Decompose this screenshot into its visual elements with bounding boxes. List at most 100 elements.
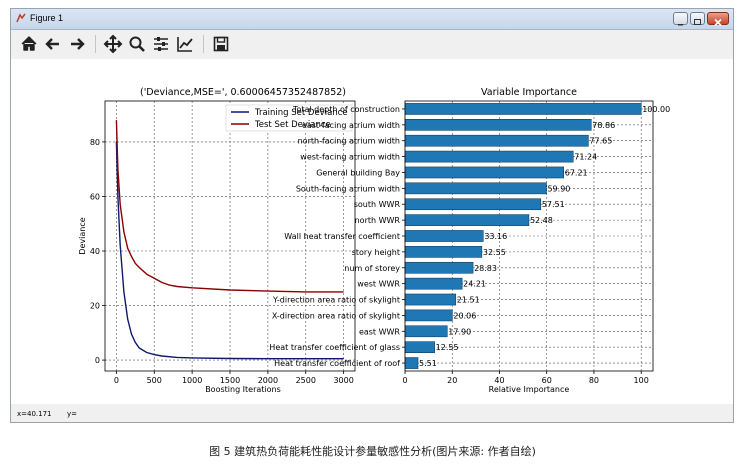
- importance-bar: [404, 341, 435, 353]
- importance-category-label: Y-direction area ratio of skylight: [272, 296, 400, 305]
- importance-category-label: X-direction area ratio of skylight: [272, 311, 400, 320]
- importance-x-tick-label: 100: [634, 376, 649, 385]
- home-button[interactable]: [19, 34, 39, 54]
- legend-test-label: Test Set Deviance: [254, 120, 331, 130]
- deviance-lines: [115, 120, 344, 360]
- importance-x-tick-label: 40: [494, 376, 504, 385]
- importance-bar: [404, 277, 463, 290]
- pan-icon: [103, 34, 123, 54]
- figure-window: Figure 1: [10, 8, 734, 423]
- close-button[interactable]: [707, 12, 729, 27]
- deviance-plot: ('Deviance,MSE=', 0.60006457352487852) 0…: [78, 87, 356, 394]
- importance-bar: [404, 309, 453, 322]
- importance-category-label: west WWR: [357, 280, 400, 289]
- importance-bar: [404, 103, 642, 115]
- importance-category-label: Total depth of construction: [292, 105, 400, 114]
- importance-value-label: 17.90: [448, 327, 471, 336]
- deviance-legend: Training Set Deviance Test Set Deviance: [225, 104, 353, 132]
- configure-subplots-icon: [154, 37, 168, 51]
- window-title: Figure 1: [30, 13, 64, 23]
- importance-value-label: 71.24: [574, 153, 597, 162]
- importance-bar: [404, 214, 530, 226]
- deviance-ticks: 0 500 1000 1500 2000 2500 3000 0 20 40 60 80: [90, 138, 354, 385]
- importance-bar: [404, 150, 574, 163]
- importance-bar: [404, 119, 592, 131]
- deviance-y-tick-label: 80: [90, 138, 100, 147]
- importance-value-label: 12.55: [436, 343, 459, 352]
- home-icon: [21, 36, 37, 51]
- save-button[interactable]: [211, 34, 231, 54]
- edit-axis-icon: [177, 37, 193, 52]
- importance-xlabel: Relative Importance: [489, 385, 570, 394]
- importance-category-label: east WWR: [359, 327, 400, 336]
- test-deviance-line: [115, 120, 344, 293]
- deviance-y-tick-label: 0: [95, 356, 100, 365]
- figure-app-icon: [16, 13, 26, 23]
- importance-value-label: 21.51: [457, 296, 480, 305]
- deviance-x-tick-label: 1000: [182, 376, 202, 385]
- importance-bar: [404, 357, 419, 369]
- legend-box: [225, 104, 353, 132]
- deviance-xlabel: Boosting Iterations: [205, 385, 281, 394]
- configure-subplots-button[interactable]: [151, 34, 171, 54]
- importance-x-tick-label: 60: [542, 376, 552, 385]
- importance-value-label: 52.48: [530, 216, 553, 225]
- importance-category-label: Heat transfer coefficient of roof: [274, 359, 400, 368]
- deviance-y-tick-label: 40: [90, 247, 100, 256]
- deviance-y-tick-label: 20: [90, 302, 100, 311]
- deviance-x-tick-label: 0: [114, 376, 119, 385]
- forward-icon: [71, 38, 85, 50]
- forward-button[interactable]: [67, 34, 87, 54]
- importance-bar: [404, 166, 564, 179]
- importance-bar: [404, 293, 457, 306]
- figure-svg: ('Deviance,MSE=', 0.60006457352487852) 0…: [78, 87, 670, 394]
- importance-bar: [404, 246, 483, 258]
- maximize-button[interactable]: [690, 12, 705, 25]
- maximize-icon: [694, 19, 701, 25]
- importance-category-label: General building Bay: [316, 168, 400, 177]
- pan-button[interactable]: [103, 34, 123, 54]
- zoom-button[interactable]: [127, 34, 147, 54]
- edit-axis-button[interactable]: [175, 34, 195, 54]
- importance-category-label: story height: [352, 248, 400, 257]
- importance-bars: 100.00 78.86 77.65 71.24 67.21 59.90 57.51 52.4…: [404, 103, 670, 369]
- title-bar: Figure 1: [11, 9, 733, 30]
- importance-bar: [404, 261, 474, 274]
- save-icon: [213, 36, 229, 52]
- minimize-button[interactable]: [673, 12, 688, 26]
- figure-caption: 图 5 建筑热负荷能耗性能设计参量敏感性分析(图片来源: 作者自绘): [209, 445, 536, 458]
- deviance-y-tick-label: 60: [90, 192, 100, 201]
- importance-value-label: 20.06: [453, 311, 476, 320]
- importance-category-label: north WWR: [355, 216, 401, 225]
- importance-bar: [404, 198, 542, 211]
- importance-value-label: 78.86: [592, 121, 615, 130]
- cursor-y-readout: y=: [67, 410, 78, 418]
- importance-value-label: 100.00: [642, 105, 670, 114]
- importance-category-label: South-facing atrium width: [296, 184, 400, 193]
- importance-bar: [404, 182, 547, 195]
- importance-bar: [404, 134, 589, 147]
- importance-bar: [404, 230, 484, 242]
- importance-bar: [404, 325, 448, 338]
- importance-ticks: 0 20 40 60 80 100 Total depth of construction e…: [269, 105, 649, 385]
- deviance-x-tick-label: 1500: [220, 376, 240, 385]
- importance-category-label: Heat transfer coefficient of glass: [269, 343, 400, 352]
- importance-value-label: 67.21: [565, 168, 588, 177]
- importance-value-label: 59.90: [547, 184, 570, 193]
- legend-training-label: Training Set Deviance: [254, 108, 348, 118]
- zoom-icon: [129, 36, 145, 52]
- close-icon: [714, 18, 722, 27]
- importance-category-label: Wall heat transfer coefficient: [284, 232, 400, 241]
- deviance-x-tick-label: 3000: [333, 376, 353, 385]
- cursor-x-readout: x=40.171: [17, 410, 52, 418]
- back-button[interactable]: [43, 34, 63, 54]
- toolbar-separator: [203, 35, 204, 53]
- importance-value-label: 77.65: [589, 137, 612, 146]
- figure-canvas[interactable]: ('Deviance,MSE=', 0.60006457352487852) 0…: [11, 59, 733, 404]
- importance-plot-title: Variable Importance: [481, 87, 577, 98]
- importance-category-label: north-facing atrium width: [298, 137, 400, 146]
- importance-x-tick-label: 20: [447, 376, 457, 385]
- deviance-x-tick-label: 2500: [296, 376, 316, 385]
- importance-value-label: 32.55: [483, 248, 506, 257]
- back-icon: [45, 38, 59, 50]
